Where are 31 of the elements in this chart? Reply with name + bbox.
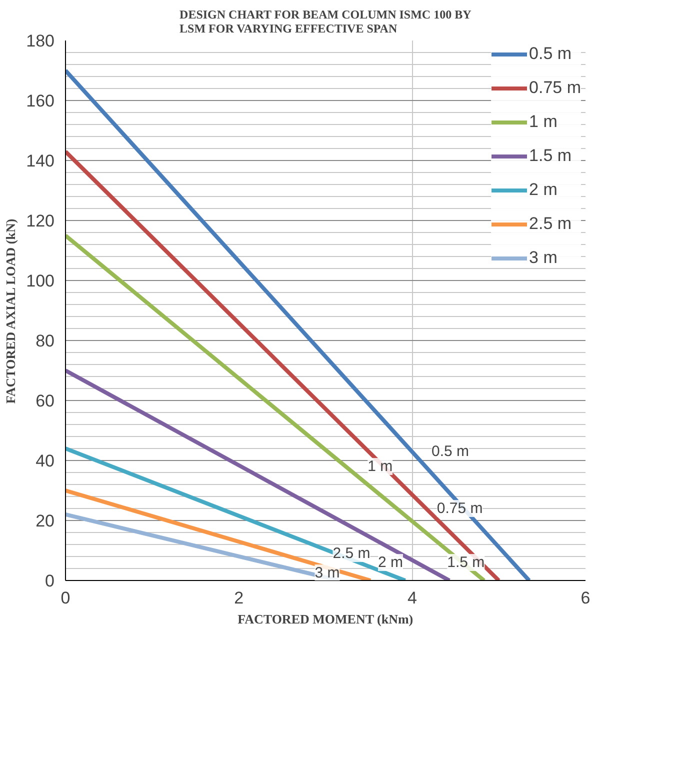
x-tick-label: 0 xyxy=(60,588,70,608)
legend-label: 0.5 m xyxy=(529,44,572,64)
legend-label: 2.5 m xyxy=(529,214,572,234)
y-tick-label: 80 xyxy=(36,332,55,350)
y-tick-label: 120 xyxy=(26,212,55,230)
chart-title: DESIGN CHART FOR BEAM COLUMN ISMC 100 BY LSM FOR VARYING EFFECTIVE SPAN xyxy=(180,8,472,36)
y-tick-label: 60 xyxy=(36,392,55,410)
x-tick-label: 2 xyxy=(234,588,244,608)
annotation: 2 m xyxy=(378,554,404,571)
y-tick-label: 140 xyxy=(26,152,55,170)
y-tick-label: 40 xyxy=(36,452,55,470)
x-tick-label: 4 xyxy=(407,588,417,608)
y-tick-label: 0 xyxy=(45,572,55,590)
legend-label: 1 m xyxy=(529,112,558,132)
y-tick-label: 20 xyxy=(36,512,55,530)
x-tick-label: 6 xyxy=(580,588,590,608)
y-axis-title: FACTORED AXIAL LOAD (kN) xyxy=(3,218,18,404)
legend-label: 0.75 m xyxy=(529,78,581,98)
annotation: 2.5 m xyxy=(332,545,370,562)
x-axis-title: FACTORED MOMENT (kNm) xyxy=(238,612,414,626)
annotation: 0.5 m xyxy=(432,443,470,460)
y-tick-label: 160 xyxy=(26,92,55,110)
annotation: 3 m xyxy=(314,564,340,582)
legend-label: 1.5 m xyxy=(529,146,572,166)
annotation: 0.75 m xyxy=(436,500,483,517)
y-tick-label: 180 xyxy=(26,32,55,50)
y-tick-label: 100 xyxy=(26,272,55,290)
legend-label: 3 m xyxy=(529,248,558,268)
annotation: 1 m xyxy=(368,458,393,475)
annotation: 1.5 m xyxy=(447,554,485,571)
legend-label: 2 m xyxy=(529,180,558,200)
